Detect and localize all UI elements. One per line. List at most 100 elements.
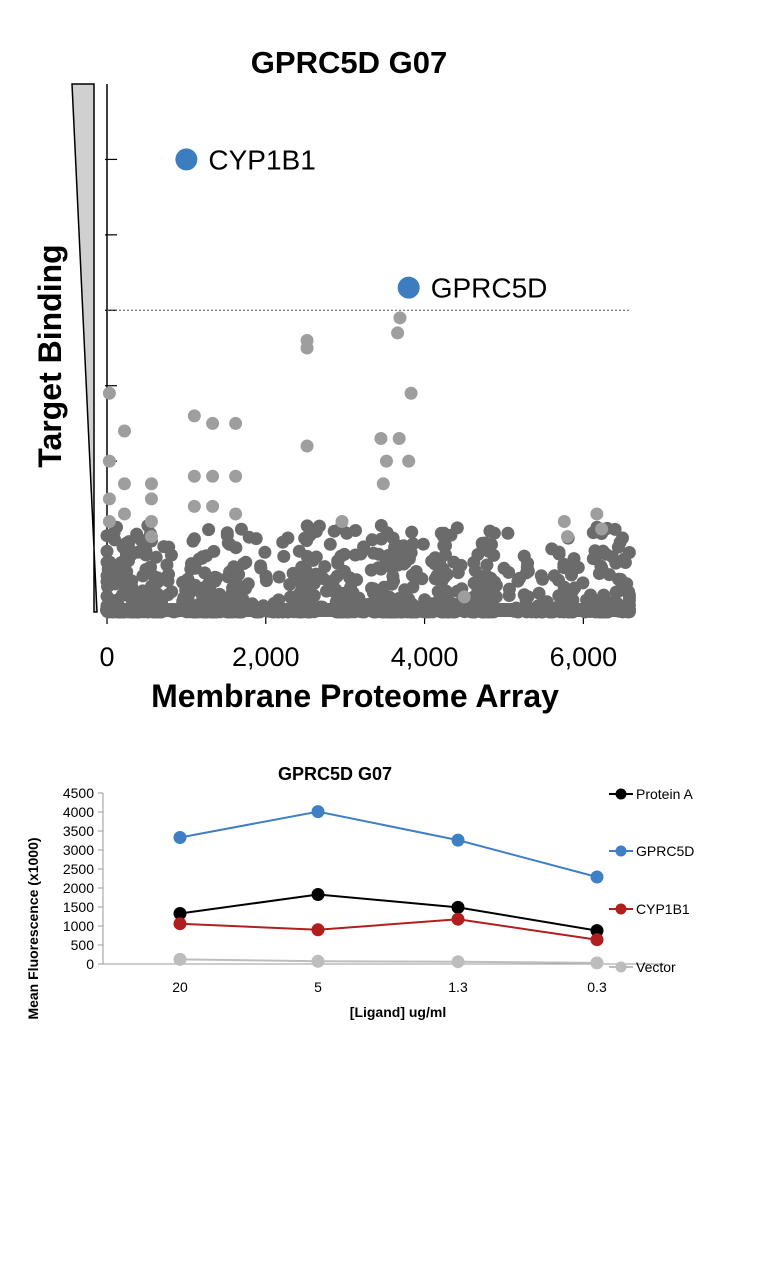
mpa-scatter-chart: GPRC5D G07 0 2,000 4,000 6,000 CYP1B1 GPRC5D…: [32, 45, 636, 714]
x-tick-label: 5: [314, 979, 322, 995]
background-point: [450, 521, 464, 535]
background-point: [157, 540, 171, 554]
background-point: [258, 545, 272, 559]
chart-title-text: GPRC5D G07: [251, 45, 447, 80]
outlier-point: [206, 416, 220, 430]
highlight-label: GPRC5D: [431, 273, 548, 304]
axis-labels: [Ligand] ug/ml Mean Fluorescence (x1000): [25, 837, 446, 1020]
background-point: [312, 519, 326, 533]
legend-marker: [615, 788, 627, 800]
background-point: [331, 554, 345, 568]
series-point: [173, 907, 187, 920]
x-axis-label: [Ligand] ug/ml: [350, 1004, 446, 1020]
x-tick-label: 4,000: [391, 642, 459, 672]
background-point: [502, 565, 516, 579]
series-point: [590, 933, 604, 947]
series-point: [590, 870, 604, 884]
background-point: [281, 531, 295, 545]
outlier-point: [393, 311, 407, 325]
outlier-point: [374, 432, 388, 446]
outlier-point: [117, 424, 131, 438]
background-point: [132, 592, 146, 606]
background-point: [552, 573, 565, 587]
background-point: [405, 525, 419, 539]
background-point: [489, 590, 503, 604]
axis-labels: Membrane Proteome Array Target Binding: [32, 244, 559, 714]
background-point: [566, 584, 580, 598]
background-point: [487, 548, 501, 562]
outlier-point: [206, 499, 220, 513]
background-point: [309, 550, 323, 564]
background-point: [233, 579, 246, 593]
outlier-point: [229, 469, 243, 483]
series-point: [590, 924, 604, 938]
series-point: [451, 912, 465, 926]
outlier-point: [102, 454, 116, 468]
background-point: [220, 526, 234, 540]
background-point: [622, 546, 636, 559]
series-line: [179, 918, 598, 941]
background-point: [372, 547, 386, 561]
highlight-label: CYP1B1: [208, 144, 315, 175]
background-point: [437, 539, 451, 553]
background-point: [375, 592, 388, 605]
outlier-point: [102, 492, 116, 506]
background-point: [475, 536, 489, 550]
y-tick-label: 1500: [63, 899, 94, 915]
background-point: [272, 570, 286, 584]
series-point: [451, 833, 465, 847]
background-point: [323, 537, 337, 551]
legend-marker: [615, 961, 627, 973]
background-point: [350, 573, 364, 587]
background-point: [149, 550, 163, 564]
outlier-point: [379, 454, 393, 468]
background-point: [114, 556, 128, 569]
chart-title: GPRC5D G07: [278, 764, 392, 784]
background-point: [100, 544, 114, 558]
background-point: [195, 551, 209, 565]
series-point: [173, 952, 187, 966]
background-point: [609, 585, 623, 599]
background-point: [108, 533, 122, 547]
background-point: [162, 567, 175, 581]
background-point: [202, 523, 216, 537]
background-point: [254, 559, 268, 573]
series-line: [179, 810, 598, 878]
series-point: [451, 955, 465, 969]
y-tick-label: 4000: [63, 804, 94, 820]
series-point: [311, 888, 325, 901]
highlighted-targets: CYP1B1 GPRC5D: [175, 144, 548, 304]
axes: 0 500 1000 1500 2000 2500 3000 3500 4000 4500 20 5 1…: [63, 785, 665, 995]
wedge-shape: [71, 83, 98, 613]
x-axis-label: Membrane Proteome Array: [151, 678, 559, 714]
background-point: [139, 544, 153, 558]
background-point: [416, 537, 430, 551]
outlier-point: [229, 416, 243, 430]
x-tick-label: 0.3: [587, 979, 607, 995]
background-point: [103, 563, 117, 577]
background-point: [447, 555, 461, 569]
background-point: [406, 537, 420, 551]
series-lines: [173, 805, 604, 970]
background-point: [392, 592, 406, 605]
x-tick-label: 20: [172, 979, 188, 995]
background-point: [597, 588, 611, 602]
outlier-point: [117, 507, 131, 521]
background-point: [545, 542, 559, 556]
outlier-point: [402, 454, 416, 468]
outlier-point: [229, 507, 243, 521]
background-point: [101, 580, 115, 594]
background-point: [415, 572, 429, 586]
legend-marker: [615, 903, 627, 915]
outlier-point: [206, 469, 220, 483]
background-point: [386, 569, 400, 583]
outlier-point: [187, 469, 201, 483]
background-point: [434, 526, 448, 540]
background-point: [187, 532, 201, 546]
outlier-point: [557, 514, 571, 528]
legend-marker: [615, 845, 627, 857]
outlier-point: [144, 492, 158, 506]
background-point: [352, 591, 366, 605]
series-point: [311, 954, 325, 968]
background-point: [348, 548, 362, 562]
